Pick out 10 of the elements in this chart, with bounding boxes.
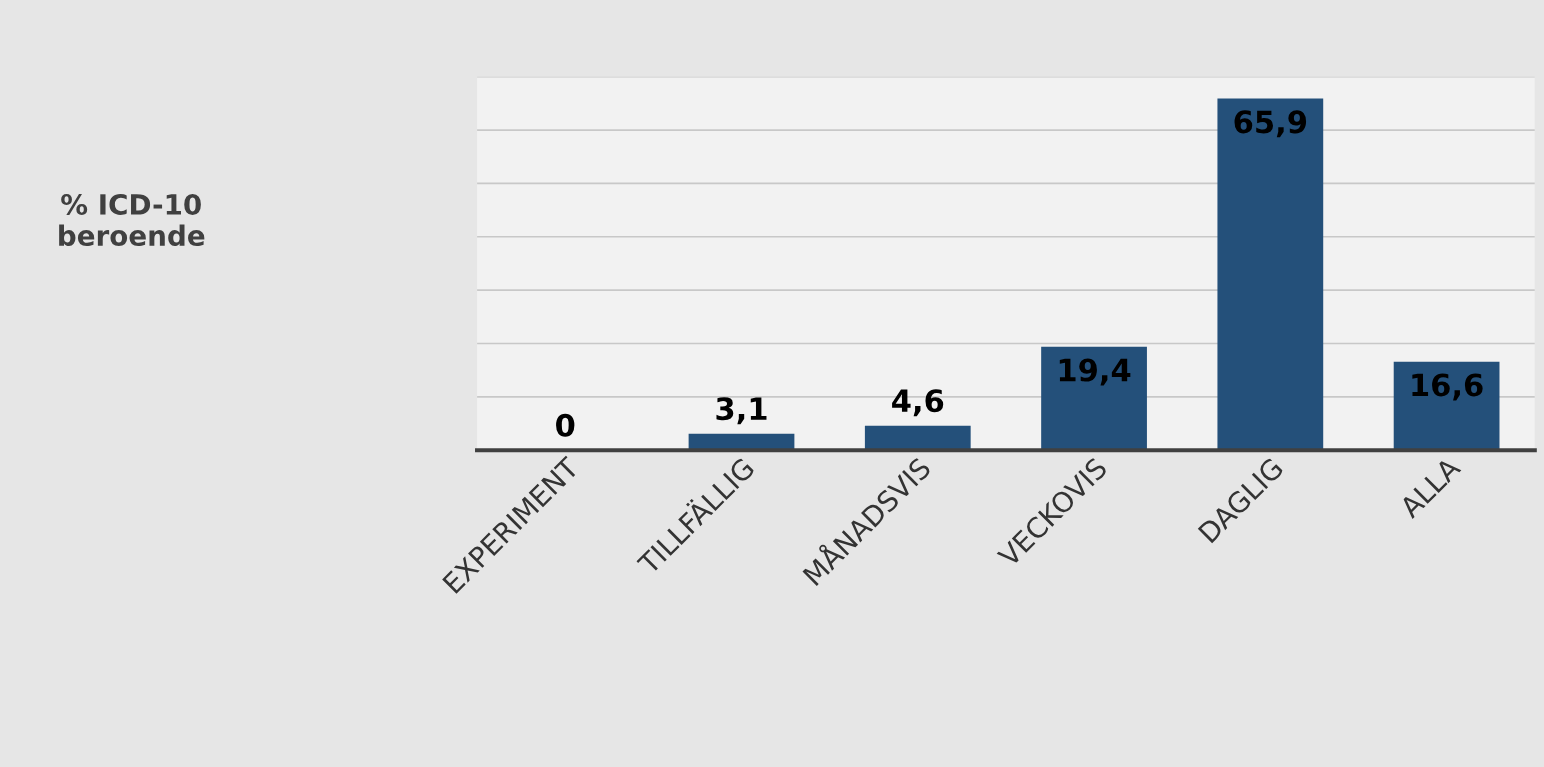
bar bbox=[864, 425, 971, 451]
data-label: 19,4 bbox=[1059, 358, 1131, 386]
data-label: 4,6 bbox=[892, 389, 944, 417]
data-label: 0 bbox=[556, 413, 575, 437]
text: % ICD-10 beroende bbox=[59, 193, 205, 247]
data-label: 65,9 bbox=[1234, 110, 1307, 138]
data-label: 3,1 bbox=[716, 397, 767, 425]
bar bbox=[1217, 98, 1324, 451]
data-label: 16,6 bbox=[1412, 373, 1483, 401]
bar bbox=[1041, 346, 1147, 451]
